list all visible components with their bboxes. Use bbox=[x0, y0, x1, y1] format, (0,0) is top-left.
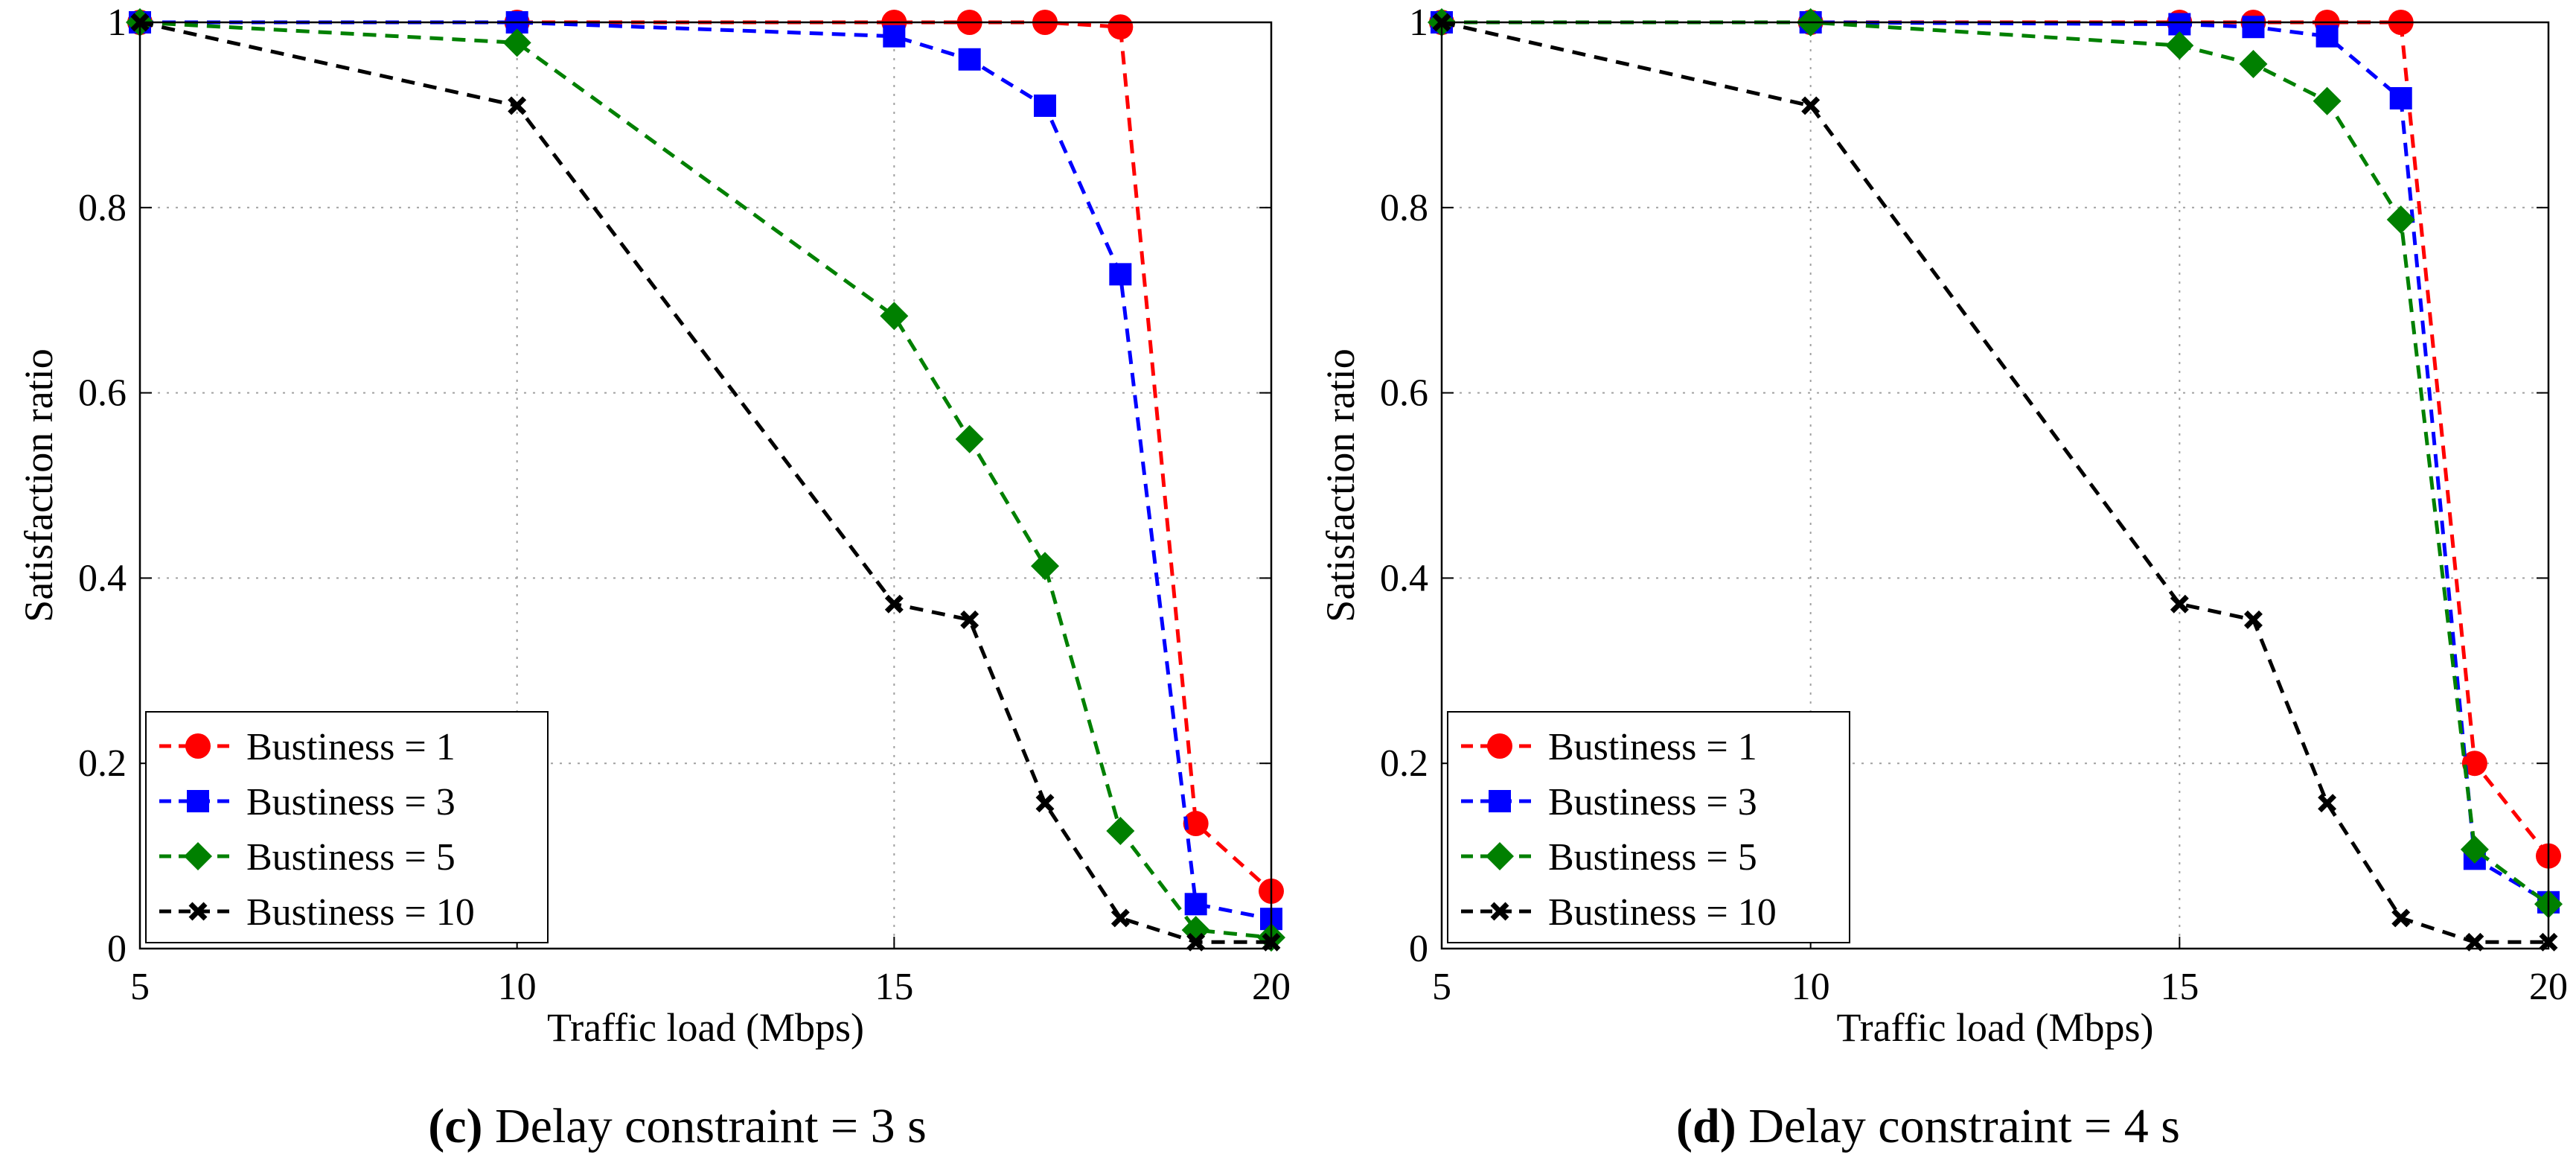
caption-c-text: Delay constraint = 3 s bbox=[495, 1099, 927, 1153]
data-point-d-2-2 bbox=[2165, 31, 2194, 60]
data-point-c-3-2 bbox=[884, 594, 904, 614]
caption-d-letter: (d) bbox=[1676, 1099, 1736, 1153]
y-axis-label-d: Satisfaction ratio bbox=[1318, 348, 1363, 622]
data-point-c-1-4 bbox=[1034, 94, 1056, 117]
data-point-d-1-4 bbox=[2315, 25, 2339, 48]
data-point-c-3-6 bbox=[1186, 932, 1206, 952]
y-tick-label-d-4: 0.8 bbox=[1380, 187, 1428, 229]
data-point-d-2-4 bbox=[2313, 86, 2342, 115]
data-point-c-0-6 bbox=[1183, 811, 1209, 837]
legend-label-c-1: Bustiness = 3 bbox=[246, 781, 456, 823]
data-point-c-2-3 bbox=[955, 424, 984, 453]
legend-d: Bustiness = 1 Bustiness = 3 Bustiness = 5 B… bbox=[1447, 711, 1850, 943]
legend-marker-d-1 bbox=[1489, 790, 1511, 812]
x-tick-label-c-3: 20 bbox=[1252, 966, 1291, 1008]
legend-marker-d-2 bbox=[1486, 842, 1514, 870]
axes-box-d bbox=[1440, 21, 2550, 950]
data-point-c-1-6 bbox=[1184, 893, 1207, 916]
legend-box-d bbox=[1447, 711, 1850, 943]
series-line-d-2 bbox=[1442, 20, 2550, 906]
data-point-c-3-1 bbox=[508, 96, 527, 115]
data-point-d-0-6 bbox=[2461, 751, 2487, 777]
y-tick-label-c-4: 0.8 bbox=[78, 187, 127, 229]
y-tick-label-d-5: 1 bbox=[1409, 1, 1428, 44]
y-tick-label-c-0: 0 bbox=[107, 928, 127, 970]
legend-marker-c-2 bbox=[184, 842, 212, 870]
legend-marker-c-1 bbox=[187, 790, 209, 812]
series-line-c-2 bbox=[139, 20, 1272, 940]
data-point-c-2-1 bbox=[502, 28, 531, 57]
y-tick-label-c-1: 0.2 bbox=[78, 742, 127, 785]
legend-label-c-2: Bustiness = 5 bbox=[246, 836, 456, 879]
data-point-d-1-3 bbox=[2242, 16, 2265, 39]
y-tick-label-d-0: 0 bbox=[1409, 928, 1428, 970]
legend-label-c-0: Bustiness = 1 bbox=[246, 726, 456, 768]
caption-c: (c) Delay constraint = 3 s bbox=[0, 1093, 1355, 1160]
legend-box-c bbox=[145, 711, 549, 943]
data-point-c-2-5 bbox=[1106, 817, 1135, 846]
data-point-d-3-2 bbox=[2170, 594, 2189, 614]
legend-c: Bustiness = 1 Bustiness = 3 Bustiness = 5 B… bbox=[145, 711, 549, 943]
series-line-c-3 bbox=[139, 20, 1271, 944]
data-point-c-1-3 bbox=[958, 48, 981, 71]
data-point-c-2-4 bbox=[1031, 552, 1059, 581]
y-tick-label-c-3: 0.6 bbox=[78, 372, 127, 415]
legend-label-d-2: Bustiness = 5 bbox=[1548, 836, 1757, 879]
data-point-d-3-4 bbox=[2318, 794, 2337, 813]
x-tick-label-c-1: 10 bbox=[498, 966, 537, 1008]
x-tick-label-c-2: 15 bbox=[875, 966, 913, 1008]
data-point-d-3-6 bbox=[2465, 932, 2484, 952]
series-line-c-1 bbox=[140, 20, 1272, 921]
data-point-d-3-3 bbox=[2243, 610, 2263, 629]
data-point-d-2-5 bbox=[2386, 205, 2415, 234]
legend-label-d-3: Bustiness = 10 bbox=[1548, 891, 1777, 934]
data-point-c-3-3 bbox=[960, 610, 979, 629]
x-tick-label-d-0: 5 bbox=[1432, 966, 1451, 1008]
caption-c-letter: (c) bbox=[428, 1099, 483, 1153]
legend-label-c-3: Bustiness = 10 bbox=[246, 891, 475, 934]
legend-marker-c-3 bbox=[188, 902, 208, 921]
data-point-c-1-5 bbox=[1109, 263, 1132, 286]
legend-label-d-1: Bustiness = 3 bbox=[1548, 781, 1757, 823]
y-tick-label-d-2: 0.4 bbox=[1380, 557, 1428, 599]
legend-marker-c-0 bbox=[185, 733, 211, 759]
y-tick-label-c-5: 1 bbox=[107, 1, 127, 44]
legend-marker-d-0 bbox=[1487, 733, 1512, 759]
data-point-c-0-5 bbox=[1108, 14, 1134, 40]
caption-d: (d) Delay constraint = 4 s bbox=[1280, 1093, 2576, 1160]
y-tick-label-c-2: 0.4 bbox=[78, 557, 127, 599]
data-point-c-1-2 bbox=[883, 25, 906, 48]
series-line-d-3 bbox=[1441, 20, 2548, 944]
data-point-c-3-4 bbox=[1035, 794, 1055, 813]
y-tick-label-d-3: 0.6 bbox=[1380, 372, 1428, 415]
legend-marker-d-3 bbox=[1490, 902, 1509, 921]
y-tick-label-d-1: 0.2 bbox=[1380, 742, 1428, 785]
x-tick-label-d-2: 15 bbox=[2160, 966, 2199, 1008]
legend-label-d-0: Bustiness = 1 bbox=[1548, 726, 1757, 768]
data-point-d-2-6 bbox=[2460, 835, 2489, 864]
data-point-d-3-5 bbox=[2391, 908, 2411, 928]
caption-d-text: Delay constraint = 4 s bbox=[1748, 1099, 2180, 1153]
x-axis-label-c: Traffic load (Mbps) bbox=[547, 1005, 864, 1050]
x-tick-label-c-0: 5 bbox=[130, 966, 150, 1008]
x-tick-label-d-3: 20 bbox=[2529, 966, 2568, 1008]
x-axis-label-d: Traffic load (Mbps) bbox=[1837, 1005, 2154, 1050]
x-tick-label-d-1: 10 bbox=[1792, 966, 1830, 1008]
data-point-d-3-1 bbox=[1801, 96, 1821, 115]
axes-box-c bbox=[138, 21, 1273, 950]
y-axis-label-c: Satisfaction ratio bbox=[16, 348, 61, 622]
data-point-c-2-2 bbox=[880, 302, 909, 331]
data-point-d-2-3 bbox=[2239, 49, 2268, 78]
data-point-c-3-5 bbox=[1110, 908, 1130, 928]
data-point-d-1-5 bbox=[2389, 87, 2412, 110]
